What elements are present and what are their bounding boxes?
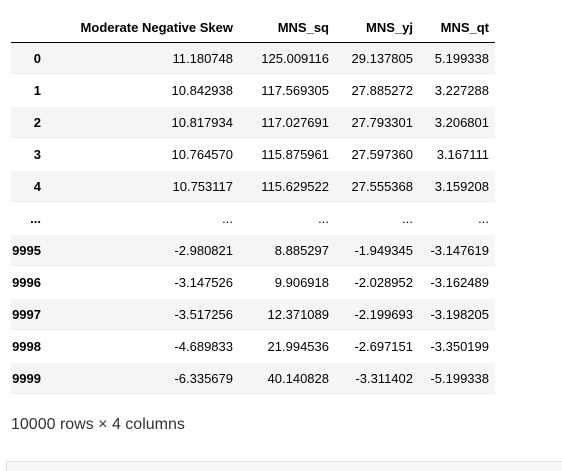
row-index: 9998 (12, 339, 41, 354)
table-cell: 27.555368 (351, 179, 413, 194)
table-row: 9997 -3.517256 12.371089 -2.199693 -3.19… (11, 298, 495, 331)
table-cell: -2.697151 (354, 339, 413, 354)
table-cell: 3.227288 (434, 83, 489, 98)
table-row: 3 10.764570 115.875961 27.597360 3.16711… (11, 139, 495, 171)
table-cell: 11.180748 (172, 51, 234, 67)
table-cell: -3.198205 (430, 307, 489, 322)
table-cell: ... (222, 211, 233, 226)
ellipsis-row: ... ... ... ... ... (11, 203, 495, 235)
table-cell: ... (478, 211, 489, 226)
table-row: 9996 -3.147526 9.906918 -2.028952 -3.162… (11, 267, 495, 299)
header-row: Moderate Negative Skew MNS_sq MNS_yj MNS… (11, 12, 495, 43)
table-cell: -3.162489 (430, 275, 489, 290)
row-index: 3 (33, 147, 41, 162)
column-header: MNS_sq (239, 12, 335, 43)
index-header (11, 12, 53, 43)
table-row: 1 10.842938 117.569305 27.885272 3.22728… (11, 75, 495, 107)
dataframe-table: Moderate Negative Skew MNS_sq MNS_yj MNS… (11, 12, 495, 395)
table-cell: 21.994536 (267, 339, 329, 354)
column-header: MNS_qt (419, 12, 495, 43)
table-cell: ... (318, 211, 329, 226)
row-index: 9996 (12, 275, 41, 290)
table-cell: 27.597360 (351, 147, 413, 162)
table-cell: -3.147526 (174, 275, 233, 290)
table-cell: -3.517256 (174, 307, 233, 322)
table-cell: -3.311402 (355, 371, 413, 386)
table-cell: -1.949345 (354, 243, 413, 258)
row-index: 9997 (12, 307, 41, 322)
table-cell: -2.980821 (174, 243, 233, 258)
table-cell: 115.875961 (261, 147, 329, 162)
table-cell: -3.350199 (430, 339, 489, 354)
row-index: 2 (33, 115, 41, 130)
table-cell: 10.753117 (172, 179, 234, 194)
table-row: 9995 -2.980821 8.885297 -1.949345 -3.147… (11, 234, 495, 267)
table-cell: -4.689833 (174, 339, 233, 354)
row-index: 9995 (12, 243, 41, 258)
table-cell: 12.371089 (267, 307, 329, 322)
table-cell: 10.764570 (171, 147, 233, 162)
table-cell: 3.159208 (434, 179, 489, 194)
table-row: 9998 -4.689833 21.994536 -2.697151 -3.35… (11, 331, 495, 363)
table-cell: 8.885297 (274, 243, 329, 258)
dataframe-shape-text: 10000 rows × 4 columns (11, 416, 185, 433)
table-cell: 27.885272 (351, 83, 413, 98)
row-index: 0 (33, 51, 41, 67)
table-cell: 27.793301 (351, 115, 413, 130)
table-cell: 5.199338 (434, 51, 489, 67)
table-row: 4 10.753117 115.629522 27.555368 3.15920… (11, 170, 495, 203)
table-cell: -5.199338 (430, 371, 489, 386)
table-row: 2 10.817934 117.027691 27.793301 3.20680… (11, 106, 495, 139)
row-index: 9999 (12, 371, 41, 386)
table-cell: 3.206801 (434, 115, 489, 130)
table-cell: 125.009116 (261, 51, 329, 67)
table-cell: -2.028952 (354, 275, 413, 290)
next-notebook-cell[interactable] (6, 461, 562, 471)
table-cell: 117.027691 (261, 115, 329, 130)
table-cell: 10.842938 (171, 83, 233, 98)
table-cell: -3.147619 (430, 243, 489, 258)
table-cell: -6.335679 (174, 371, 233, 386)
column-header: MNS_yj (335, 12, 419, 43)
table-row: 0 11.180748 125.009116 29.137805 5.19933… (11, 42, 495, 75)
row-index: ... (30, 211, 41, 226)
table-cell: 9.906918 (274, 275, 329, 290)
row-index: 4 (33, 179, 41, 194)
table-header: Moderate Negative Skew MNS_sq MNS_yj MNS… (11, 12, 495, 43)
table-cell: 117.569305 (261, 83, 329, 98)
table-row: 9999 -6.335679 40.140828 -3.311402 -5.19… (11, 362, 495, 395)
table-cell: 40.140828 (267, 371, 329, 386)
table-body: 0 11.180748 125.009116 29.137805 5.19933… (11, 42, 495, 395)
table-cell: ... (402, 211, 413, 226)
table-cell: 10.817934 (171, 115, 233, 130)
row-index: 1 (33, 83, 41, 98)
table-cell: -2.199693 (354, 307, 413, 322)
table-cell: 29.137805 (351, 51, 413, 67)
table-cell: 3.167111 (436, 147, 489, 162)
table-cell: 115.629522 (261, 179, 329, 194)
column-header: Moderate Negative Skew (53, 12, 239, 43)
